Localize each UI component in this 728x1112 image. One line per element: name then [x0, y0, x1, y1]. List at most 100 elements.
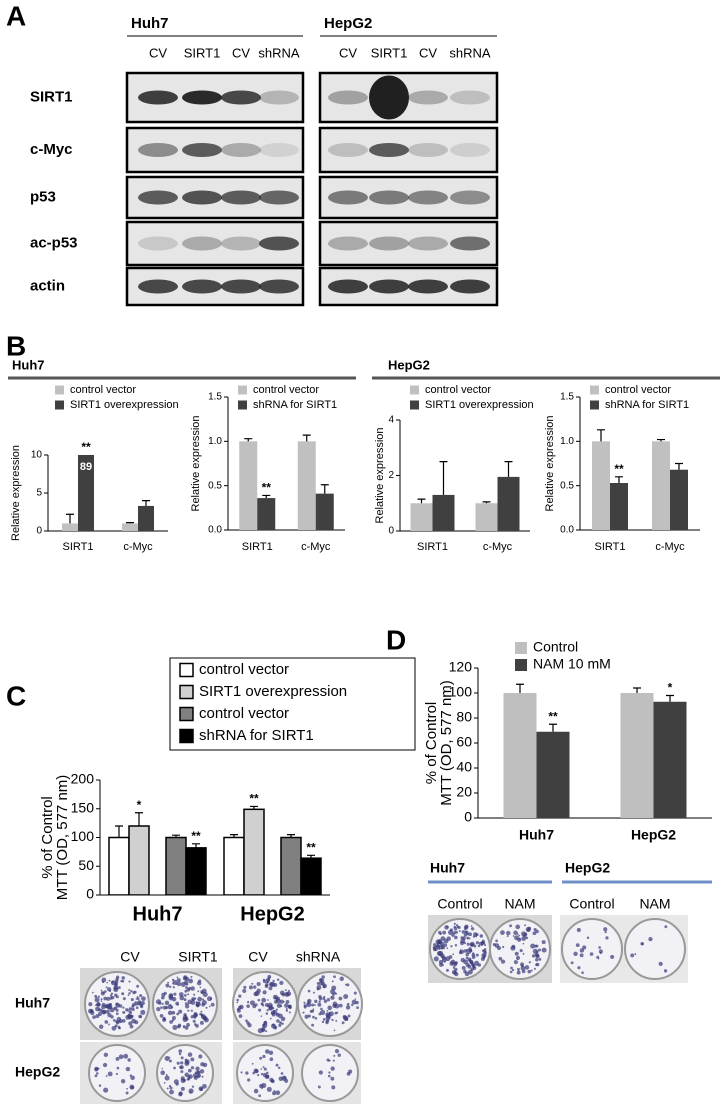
colony: [500, 930, 505, 935]
colony: [246, 1004, 250, 1009]
colony: [130, 989, 133, 993]
x-tick-label: SIRT1: [417, 541, 448, 553]
lane-label: CV: [120, 949, 140, 965]
lane-label: CV: [149, 45, 167, 60]
colony: [129, 1074, 132, 1077]
error-bar: [244, 438, 253, 442]
colony: [107, 1004, 113, 1010]
colony: [197, 996, 203, 1002]
blot-band: [259, 279, 299, 294]
colony: [471, 955, 476, 960]
colony: [351, 1003, 354, 1007]
colony: [165, 983, 170, 988]
colony: [114, 981, 118, 986]
colony: [318, 1012, 322, 1016]
colony: [131, 1002, 136, 1007]
colony: [318, 995, 322, 999]
colony: [353, 991, 357, 995]
colony: [128, 992, 131, 995]
colony: [326, 998, 331, 1002]
colony: [183, 1013, 187, 1017]
colony: [463, 969, 467, 974]
lane-label: NAM: [504, 896, 535, 912]
colony: [121, 1019, 126, 1023]
colony: [254, 1003, 258, 1007]
colony: [634, 953, 637, 956]
bar: [503, 693, 537, 818]
colony: [118, 1026, 121, 1030]
colony: [500, 959, 506, 964]
legend-swatch: [515, 642, 527, 654]
blot-band: [450, 190, 490, 205]
colony: [172, 1024, 178, 1030]
colony: [321, 981, 326, 986]
colony: [464, 924, 469, 929]
colony: [94, 1067, 99, 1072]
colony: [184, 1025, 189, 1030]
colony: [101, 1009, 106, 1015]
colony: [519, 949, 523, 953]
colony: [246, 1000, 250, 1004]
colony: [186, 1022, 190, 1027]
colony: [202, 1083, 207, 1089]
colony: [575, 943, 580, 948]
colony: [323, 999, 328, 1004]
x-tick-label: c-Myc: [483, 541, 513, 553]
colony: [140, 1009, 146, 1015]
colony: [573, 951, 578, 956]
colony: [103, 996, 108, 1001]
colony: [525, 936, 529, 940]
colony: [262, 1023, 266, 1027]
colony: [333, 1029, 336, 1032]
colony: [334, 1011, 338, 1015]
colony: [160, 1006, 163, 1009]
colony: [176, 1003, 179, 1006]
blot-band: [450, 279, 490, 294]
colony: [196, 1070, 200, 1074]
blot-band: [328, 279, 368, 294]
y-tick-label: 1.0: [208, 436, 222, 447]
blot-band: [259, 143, 299, 157]
bar: [297, 441, 316, 530]
colony: [274, 996, 277, 1000]
colony: [103, 1087, 109, 1093]
colony: [187, 1009, 190, 1012]
colony: [262, 1054, 266, 1059]
colony: [269, 1017, 272, 1020]
colony: [330, 1066, 335, 1071]
y-tick-label: 0.5: [208, 480, 222, 491]
cell-line-label: HepG2: [324, 15, 372, 32]
colony: [245, 1071, 249, 1075]
colony: [161, 1067, 164, 1070]
y-tick-label: 0: [464, 809, 472, 825]
colony: [327, 1005, 333, 1011]
colony: [178, 1009, 183, 1014]
colony: [433, 943, 437, 947]
colony: [258, 1094, 262, 1098]
legend-label: control vector: [70, 384, 136, 396]
error-bar: [172, 834, 180, 838]
colony: [109, 994, 113, 997]
x-tick-label: Huh7: [133, 903, 183, 925]
error-bar: [504, 461, 513, 477]
colony: [265, 983, 269, 987]
colony: [116, 1016, 122, 1022]
colony: [177, 1023, 182, 1028]
lane-label: SIRT1: [184, 45, 221, 60]
colony: [513, 960, 518, 965]
blot-band: [259, 236, 299, 251]
colony: [316, 981, 320, 986]
colony: [112, 1019, 116, 1022]
colony: [163, 991, 167, 995]
error-bar: [250, 805, 258, 810]
colony: [270, 1012, 274, 1015]
colony: [453, 931, 457, 935]
colony: [168, 1084, 172, 1088]
colony: [582, 945, 587, 950]
panel-label: A: [6, 0, 26, 31]
significance: **: [191, 829, 201, 843]
colony: [307, 989, 311, 993]
colony: [117, 986, 121, 989]
colony: [125, 1066, 131, 1072]
colony: [523, 932, 528, 936]
